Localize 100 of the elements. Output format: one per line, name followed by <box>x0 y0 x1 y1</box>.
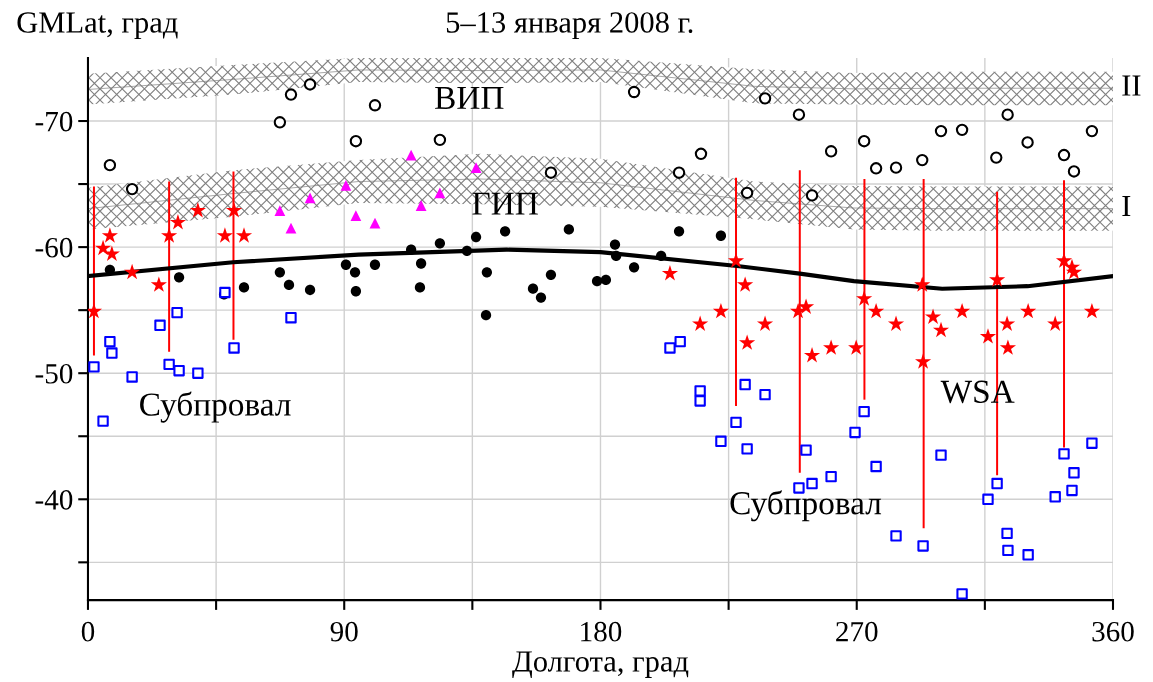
point <box>889 161 903 174</box>
point <box>934 124 948 138</box>
point <box>1049 491 1061 503</box>
x-tick-label: 0 <box>81 621 95 642</box>
point <box>563 224 575 235</box>
x-tick-label: 360 <box>1092 621 1134 642</box>
point <box>414 282 426 293</box>
point <box>797 298 815 314</box>
point <box>1085 124 1099 138</box>
point <box>461 245 473 257</box>
point <box>189 202 206 218</box>
annotation: Субпровал <box>730 490 882 522</box>
point <box>610 250 622 262</box>
point <box>470 162 482 174</box>
point <box>368 99 382 112</box>
point <box>991 477 1003 490</box>
point <box>97 415 109 427</box>
point <box>655 250 667 262</box>
point <box>350 286 362 297</box>
point <box>917 540 929 552</box>
point <box>1021 136 1034 149</box>
point <box>415 258 427 269</box>
point <box>857 135 871 148</box>
point <box>887 315 905 331</box>
point <box>805 189 819 202</box>
point <box>163 358 175 371</box>
point <box>481 267 493 278</box>
point <box>600 274 612 286</box>
x-tick-label: 180 <box>581 621 622 642</box>
point <box>661 265 679 281</box>
point <box>171 306 183 319</box>
y-tick-label: -70 <box>35 111 73 132</box>
point <box>1065 263 1083 280</box>
point <box>715 230 727 241</box>
point <box>692 315 709 331</box>
point <box>803 347 821 363</box>
point <box>303 78 317 91</box>
point <box>849 426 861 439</box>
point <box>792 108 806 121</box>
point <box>104 335 116 348</box>
point <box>739 334 756 350</box>
point <box>1022 549 1034 561</box>
point <box>545 269 557 280</box>
x-tick-label: 90 <box>330 621 358 642</box>
point <box>405 149 417 161</box>
point <box>982 493 994 505</box>
point <box>103 158 117 172</box>
x-axis-title: Долгота, град <box>512 651 689 678</box>
point <box>350 210 362 221</box>
point <box>628 262 640 273</box>
point <box>273 116 287 129</box>
point <box>154 319 166 331</box>
point <box>848 339 865 355</box>
point <box>758 92 772 105</box>
point <box>740 186 754 200</box>
point <box>1086 437 1098 449</box>
x-tick-label: 270 <box>836 621 878 642</box>
point <box>1002 544 1014 557</box>
point <box>480 310 492 321</box>
point <box>126 371 138 383</box>
point <box>990 151 1003 164</box>
point <box>1001 527 1013 540</box>
point <box>932 321 950 338</box>
point <box>868 302 885 319</box>
point <box>955 123 969 137</box>
point <box>103 245 120 261</box>
point <box>124 263 141 280</box>
point <box>173 272 185 283</box>
point <box>924 308 942 324</box>
point <box>870 460 882 473</box>
point <box>304 192 316 204</box>
point <box>415 200 427 211</box>
point <box>869 162 883 175</box>
point <box>712 302 730 319</box>
y-axis-title: GMLat, град <box>17 12 178 39</box>
point <box>304 284 316 296</box>
point <box>737 276 754 292</box>
point <box>238 282 250 293</box>
point <box>999 339 1017 355</box>
point <box>150 276 167 292</box>
point <box>349 267 361 278</box>
point <box>673 226 685 237</box>
point <box>216 227 234 243</box>
point <box>1020 302 1037 319</box>
point <box>1047 315 1064 331</box>
point <box>1058 448 1070 460</box>
point <box>173 364 185 377</box>
point <box>739 378 751 391</box>
series-label: I <box>1122 195 1131 216</box>
annotation: Субпровал <box>140 391 291 423</box>
point <box>806 477 818 490</box>
point <box>434 187 446 199</box>
point <box>283 279 295 291</box>
annotation: ГИП <box>472 192 538 215</box>
point <box>1066 484 1078 497</box>
point <box>730 416 742 429</box>
point <box>235 227 253 243</box>
point <box>694 395 706 407</box>
point <box>535 292 547 303</box>
point <box>285 312 297 324</box>
